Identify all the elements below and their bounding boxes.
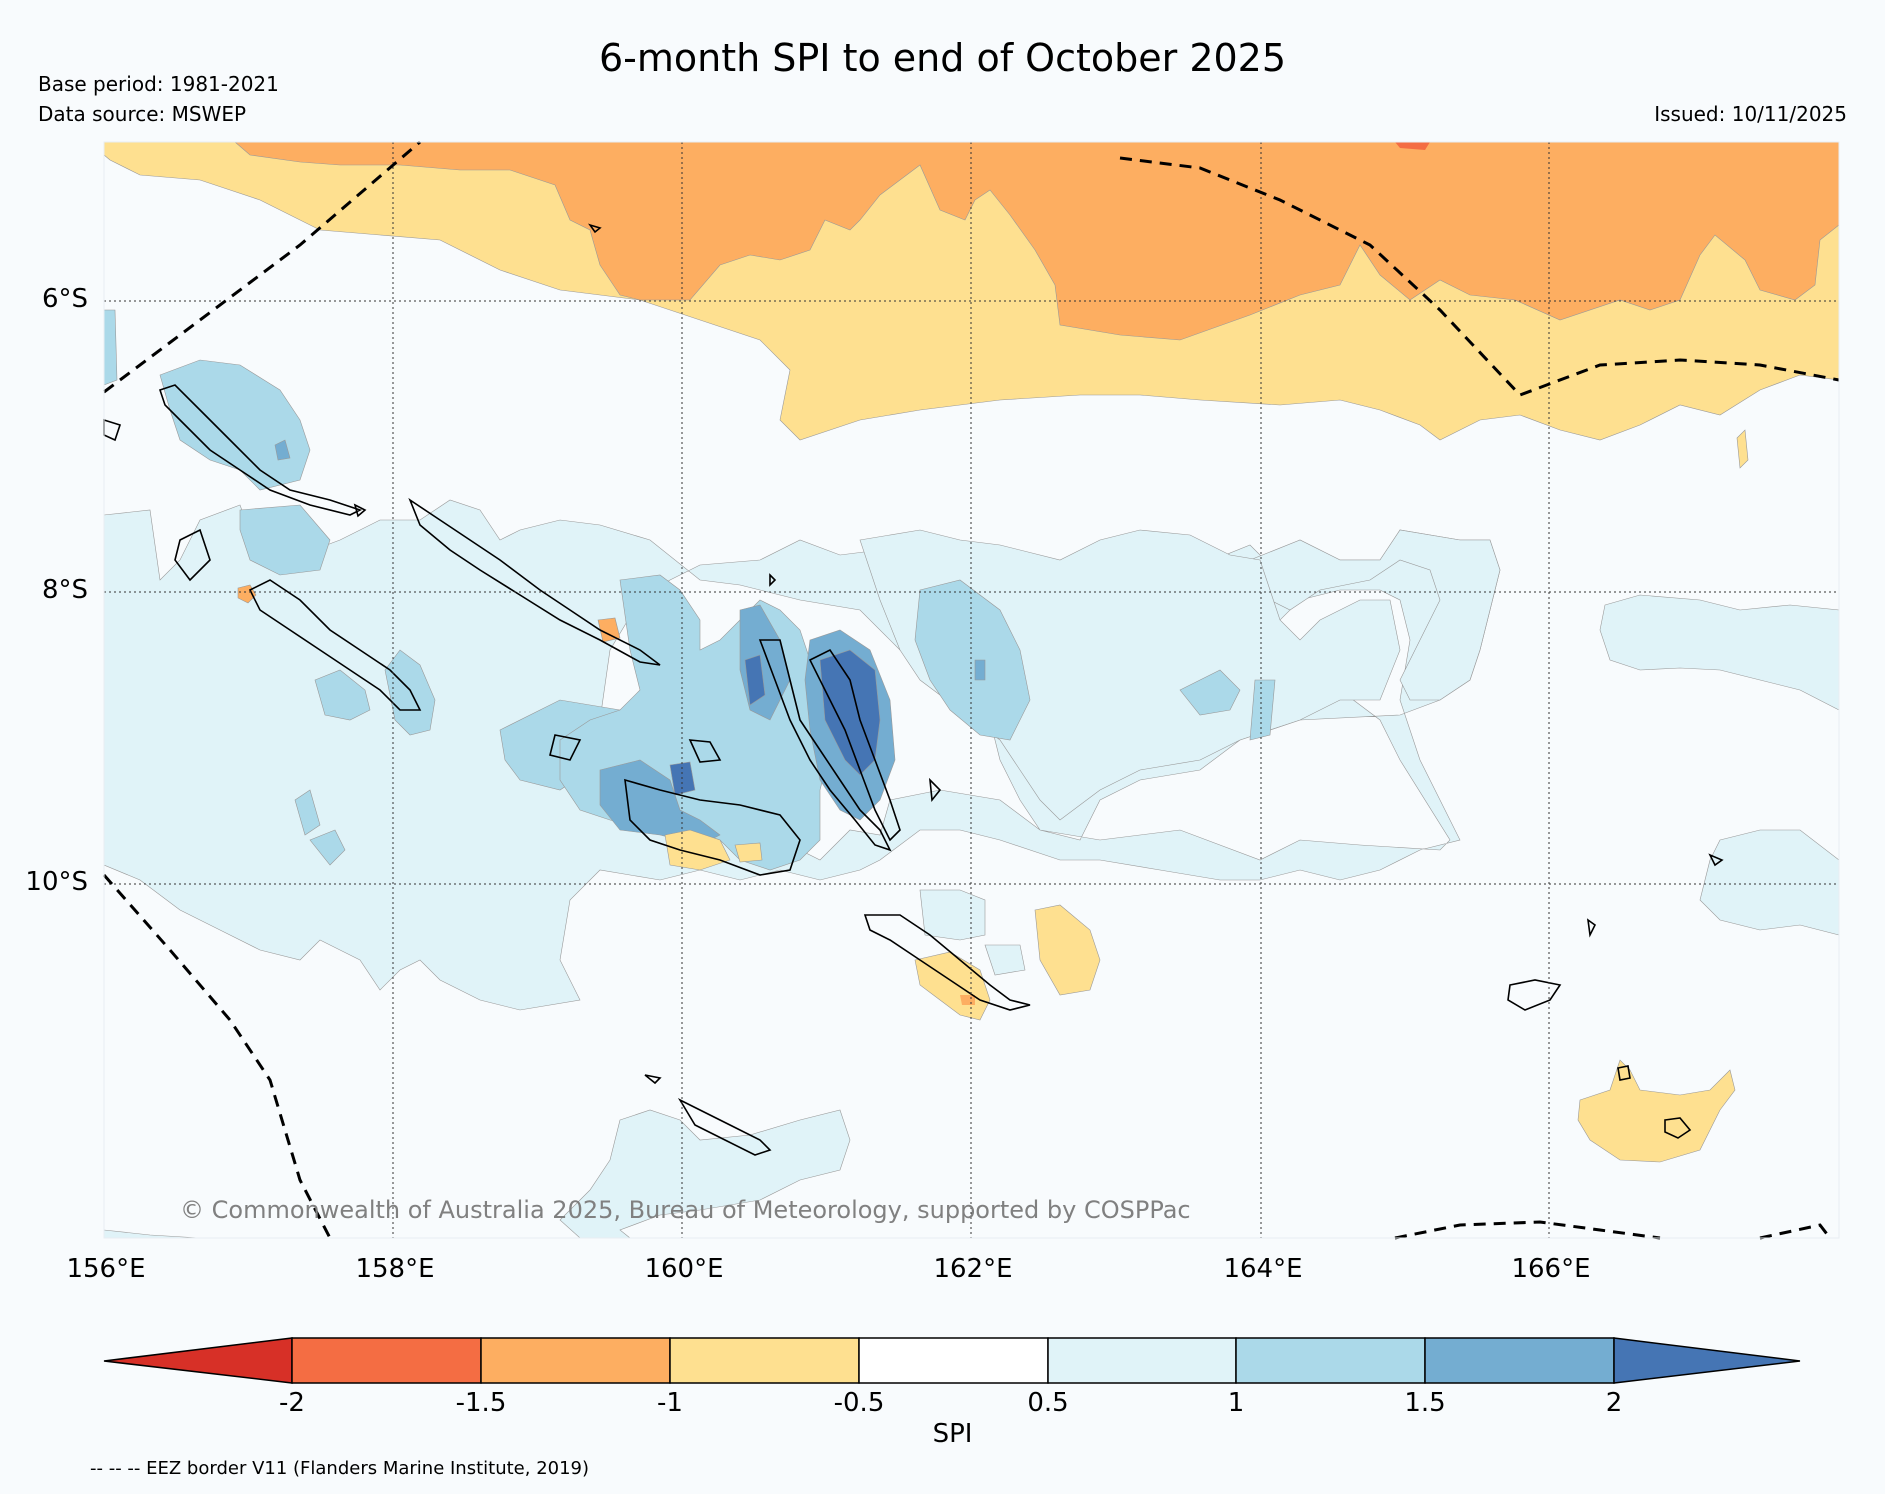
wet-moderate-east-small — [1179, 669, 1276, 741]
colorbar-bin-3 — [669, 1337, 860, 1384]
coastline-choiseul — [408, 497, 661, 666]
coastline-ndeni — [1507, 979, 1562, 1011]
lat-label-10s: 10°S — [25, 867, 88, 897]
lon-label-158e: 158°E — [355, 1254, 435, 1284]
eez-legend-note: -- -- -- EEZ border V11 (Flanders Marine… — [90, 1458, 590, 1479]
colorbar-tick-label: -0.5 — [833, 1388, 885, 1418]
data-source-label: Data source: MSWEP — [38, 102, 247, 126]
lon-label-166e: 166°E — [1511, 1254, 1591, 1284]
colorbar-tick-label: -2 — [279, 1388, 305, 1418]
spi-colorbar — [103, 1337, 1801, 1384]
colorbar-extend-low — [103, 1337, 293, 1384]
graticule — [103, 142, 1839, 1238]
dry-moderate-guadalcanal — [664, 829, 763, 871]
dry-strong-makira — [960, 995, 975, 1005]
issued-date-label: Issued: 10/11/2025 — [1654, 102, 1847, 126]
copyright-credit: © Commonwealth of Australia 2025, Bureau… — [180, 1196, 1191, 1224]
dry-strong-band — [234, 141, 1840, 341]
eez-border-png-north — [103, 140, 421, 394]
coastlines — [103, 223, 1724, 1156]
colorbar-bin-7 — [1424, 1337, 1615, 1384]
coastline-malaita — [808, 648, 901, 842]
eez-border-sw — [102, 874, 332, 1239]
lon-label-162e: 162°E — [933, 1254, 1013, 1284]
wet-mild-center — [859, 529, 1401, 821]
dry-moderate-spot — [1736, 429, 1749, 469]
eez-borders — [102, 140, 1840, 1240]
wet-moderate-isabel — [239, 504, 331, 576]
colorbar-bin-6 — [1235, 1337, 1426, 1384]
colorbar-bin-1 — [291, 1337, 482, 1384]
eez-border-nauru — [1119, 156, 1840, 397]
colorbar-tick-label: -1 — [657, 1388, 683, 1418]
colorbar-bin-5 — [1047, 1337, 1237, 1384]
wet-mild-south-2 — [919, 889, 1026, 976]
map-title: 6-month SPI to end of October 2025 — [598, 36, 1287, 80]
base-period-label: Base period: 1981-2021 — [38, 72, 279, 96]
colorbar-tick-label: 0.5 — [1027, 1388, 1069, 1418]
colorbar-tick-label: -1.5 — [455, 1388, 507, 1418]
coastline-guadalcanal — [624, 778, 801, 876]
colorbar-title: SPI — [932, 1419, 973, 1449]
coastline-rennell — [677, 1098, 772, 1156]
colorbar-bin-4 — [858, 1337, 1049, 1384]
wet-mild-far-east — [1599, 594, 1840, 711]
coastline-vanikoro — [1617, 1065, 1692, 1139]
colorbar-bin-2 — [480, 1337, 671, 1384]
wet-mild-east — [1249, 529, 1501, 701]
lon-label-160e: 160°E — [644, 1254, 724, 1284]
wet-mild-south-east — [1699, 829, 1840, 936]
colorbar-extend-high — [1613, 1337, 1801, 1384]
map-frame — [103, 141, 1840, 1239]
wet-extreme-malaita — [669, 649, 881, 796]
dry-moderate-makira — [914, 904, 1101, 1021]
eez-border-south — [1394, 1220, 1832, 1240]
coastline-isabel — [758, 639, 892, 852]
dry-extreme-patch — [1395, 142, 1430, 150]
colorbar-tick-label: 1 — [1227, 1388, 1245, 1418]
coastline-new-georgia — [174, 528, 422, 711]
wet-moderate-sw — [294, 789, 346, 866]
lat-label-6s: 6°S — [41, 284, 88, 314]
lat-label-8s: 8°S — [41, 575, 88, 605]
lon-label-164e: 164°E — [1223, 1254, 1303, 1284]
coastline-makira — [863, 914, 1031, 1011]
dry-strong-spot-west — [237, 584, 621, 643]
lon-label-156e: 156°E — [66, 1254, 146, 1284]
wet-moderate-east-patch — [914, 579, 1031, 741]
colorbar-tick-label: 2 — [1605, 1388, 1623, 1418]
coastline-bougainville — [158, 384, 363, 516]
coastline-small-islands — [103, 223, 1724, 1085]
colorbar-tick-label: 1.5 — [1404, 1388, 1446, 1418]
wet-moderate-guadal — [314, 649, 436, 736]
wet-strong-isabel — [274, 439, 986, 681]
